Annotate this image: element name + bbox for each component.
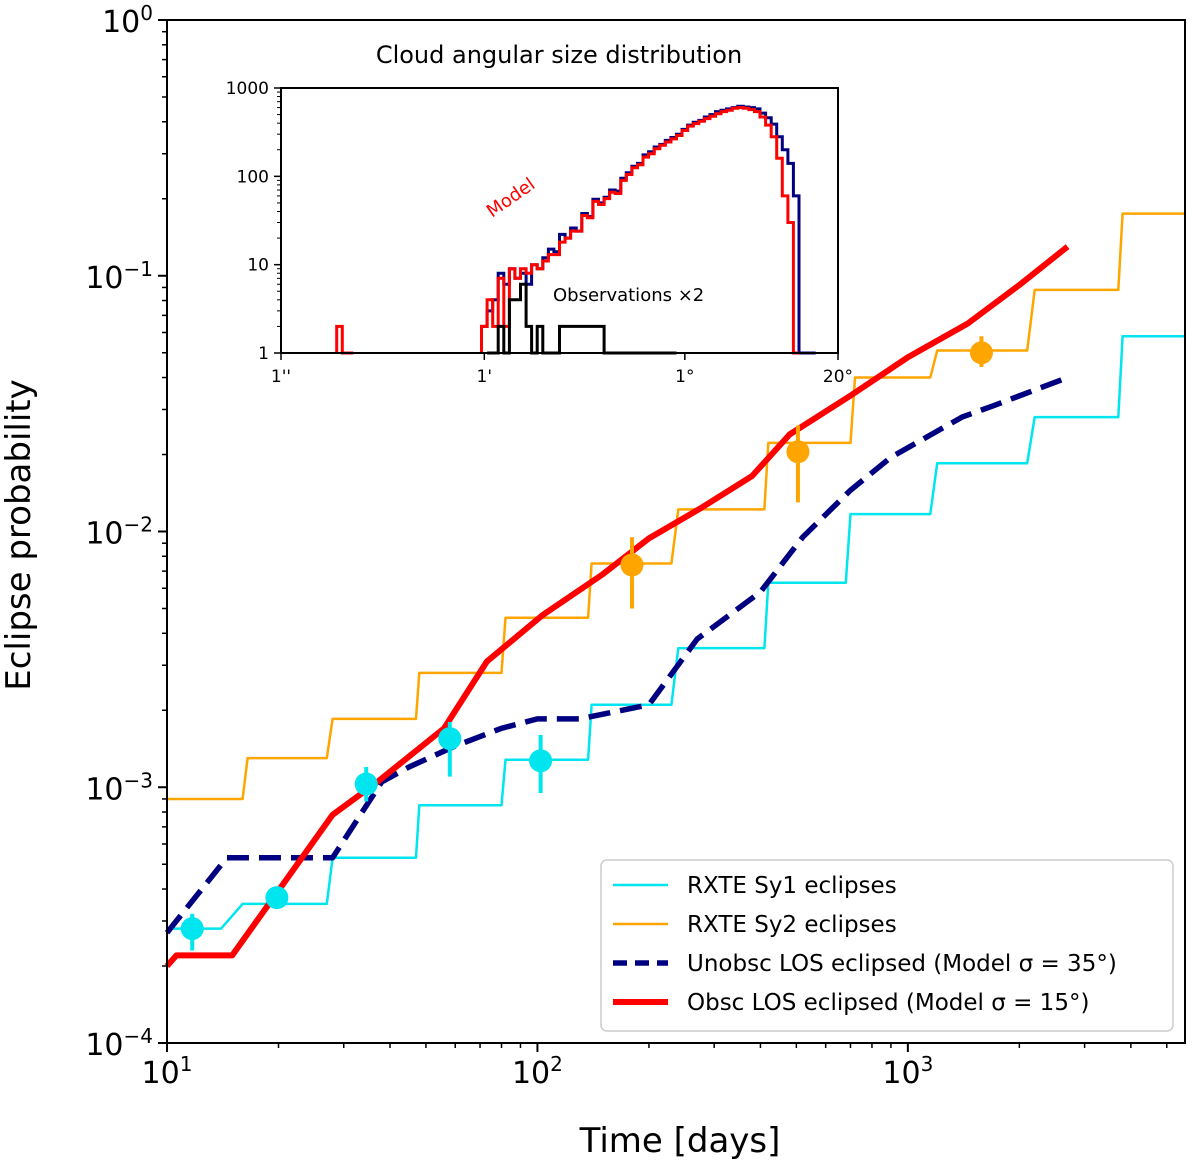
data-point-3 <box>438 727 462 751</box>
legend-box <box>600 859 1174 1032</box>
x-axis-label: Time [days] <box>579 1121 781 1161</box>
data-point-4 <box>529 749 553 773</box>
series-line-2 <box>164 374 1069 935</box>
data-point-7 <box>969 341 993 365</box>
inset-x-tick-label-0: 1'' <box>271 367 291 387</box>
inset-title: Cloud angular size distribution <box>376 41 742 69</box>
inset-y-tick-label-0: 1 <box>258 344 269 364</box>
data-point-1 <box>265 886 289 910</box>
inset-observations-annotation: Observations ×2 <box>553 285 704 306</box>
inset-y-tick-label-3: 1000 <box>226 79 269 99</box>
inset-x-tick-label-3: 20° <box>823 367 853 387</box>
inset-y-tick-label-1: 10 <box>247 256 269 276</box>
legend-label-3: Obsc LOS eclipsed (Model σ = 15°) <box>687 990 1089 1016</box>
legend-label-1: RXTE Sy2 eclipses <box>687 912 897 938</box>
inset-axis-ticks: 1'' 1' 1° 20° 1 10 100 1000 <box>226 79 853 387</box>
inset-y-tick-label-2: 100 <box>237 167 269 187</box>
data-point-2 <box>354 772 378 796</box>
inset-histogram: 1'' 1' 1° 20° 1 10 100 1000 Cloud angular size … <box>226 41 853 387</box>
legend-label-0: RXTE Sy1 eclipses <box>687 873 897 899</box>
data-point-0 <box>180 917 204 941</box>
y-axis-label: Eclipse probability <box>0 379 39 691</box>
inset-x-tick-label-1: 1' <box>477 367 493 387</box>
inset-background <box>281 88 838 353</box>
series-line-0 <box>167 335 1185 930</box>
legend-label-2: Unobsc LOS eclipsed (Model σ = 35°) <box>687 951 1117 977</box>
legend: RXTE Sy1 eclipses RXTE Sy2 eclipses Unobsc… <box>600 859 1174 1032</box>
data-point-6 <box>786 440 810 464</box>
data-point-5 <box>620 553 644 577</box>
series-line-1 <box>167 212 1185 801</box>
inset-frame <box>280 87 839 354</box>
y-tick-label-0: 10−4 <box>85 1024 153 1063</box>
inset-x-tick-label-2: 1° <box>675 367 694 387</box>
main-plot-area <box>164 212 1185 968</box>
